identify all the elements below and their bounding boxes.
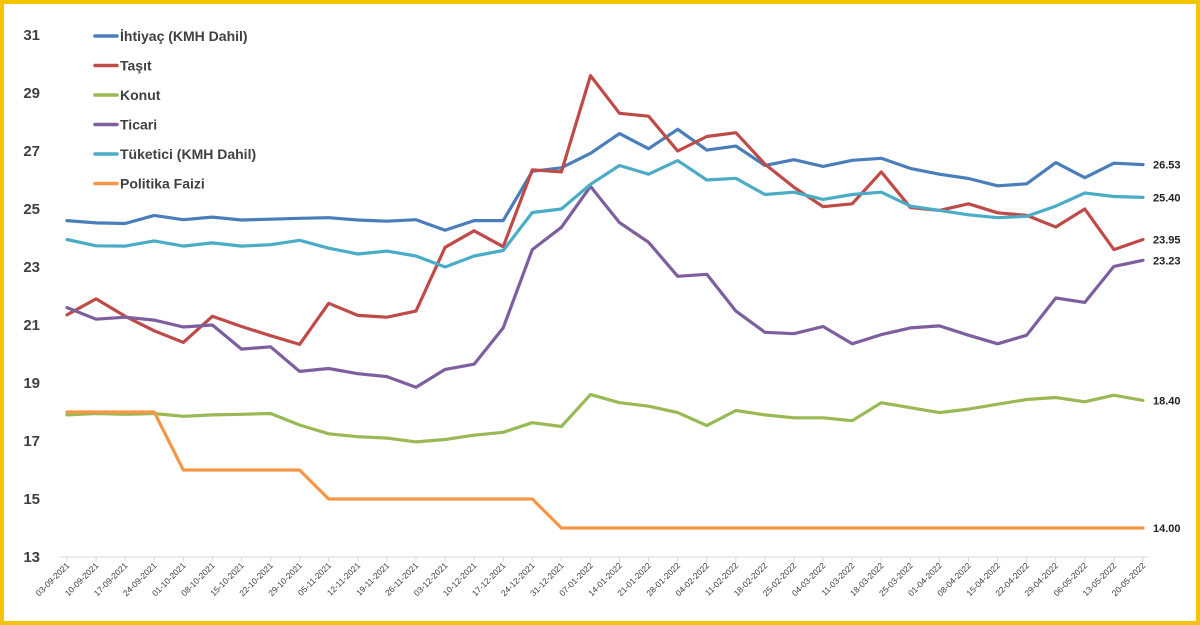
legend-item-ihtiyac-kmh-dahil: İhtiyaç (KMH Dahil): [93, 28, 248, 44]
y-tick-label: 19: [23, 375, 40, 392]
series-line-konut: [65, 393, 1145, 444]
legend-item-tuketici-kmh-dahil: Tüketici (KMH Dahil): [93, 146, 256, 162]
legend: İhtiyaç (KMH Dahil) Taşıt Konut Ticari Tüket…: [93, 28, 256, 192]
y-tick-label: 13: [23, 549, 40, 566]
legend-label: Konut: [120, 87, 161, 103]
data-label-politika-faizi: 14.00: [1153, 523, 1181, 535]
legend-item-tasit: Taşıt: [93, 58, 152, 74]
y-axis: 13 15 17 19 21 23 25 27 29 31: [23, 27, 40, 566]
legend-item-ticari: Ticari: [93, 117, 157, 133]
x-axis: 03-09-202110-09-202117-09-202124-09-2021…: [34, 556, 1149, 598]
legend-label: Ticari: [120, 117, 157, 133]
y-tick-label: 23: [23, 259, 40, 276]
data-label-tuketici-kmh-dahil: 25.40: [1153, 192, 1181, 204]
legend-label: Taşıt: [120, 58, 152, 74]
data-label-tasit: 23.95: [1153, 234, 1181, 246]
legend-label: İhtiyaç (KMH Dahil): [120, 28, 248, 44]
data-label-konut: 18.40: [1153, 395, 1181, 407]
legend-item-konut: Konut: [93, 87, 161, 103]
legend-item-politika-faizi: Politika Faizi: [93, 176, 205, 192]
data-label-ticari: 23.23: [1153, 255, 1181, 267]
y-tick-label: 29: [23, 85, 40, 102]
y-tick-label: 31: [23, 27, 40, 44]
data-label-ihtiyac-kmh-dahil: 26.53: [1153, 160, 1181, 172]
legend-label: Tüketici (KMH Dahil): [120, 146, 256, 162]
series-lines: [65, 73, 1145, 530]
series-line-tasit: [65, 73, 1145, 346]
legend-label: Politika Faizi: [120, 176, 205, 192]
series-line-tuketici-kmh-dahil: [65, 159, 1145, 269]
end-labels: 26.53 23.95 18.40 23.23 25.40 14.00: [1153, 160, 1181, 535]
y-tick-label: 21: [23, 317, 40, 334]
series-line-politika-faizi: [65, 410, 1145, 530]
series-line-ticari: [65, 184, 1145, 389]
series-line-ihtiyac-kmh-dahil: [65, 127, 1145, 232]
y-tick-label: 15: [23, 491, 40, 508]
y-tick-label: 27: [23, 143, 40, 160]
y-tick-label: 17: [23, 433, 40, 450]
y-tick-label: 25: [23, 201, 40, 218]
